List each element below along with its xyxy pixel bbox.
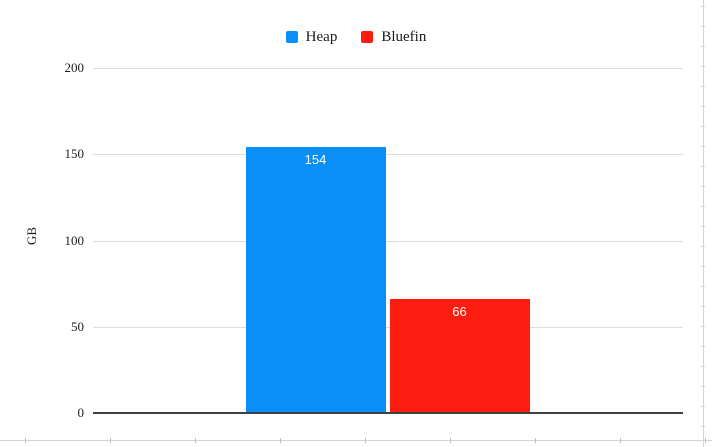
gridline-150 — [93, 154, 683, 156]
y-axis-title: GB — [24, 226, 39, 246]
legend-item-bluefin[interactable]: Bluefin — [361, 29, 426, 45]
bar-bluefin[interactable] — [389, 299, 530, 413]
sheet-row-tick — [701, 146, 705, 147]
sheet-row-tick — [701, 306, 705, 307]
sheet-column-tick — [705, 438, 706, 443]
sheet-column-tick — [280, 438, 281, 443]
sheet-column-tick — [25, 438, 26, 443]
y-tick-label-200: 200 — [64, 60, 85, 75]
sheet-column-tick — [365, 438, 366, 443]
sheet-row-tick — [701, 286, 705, 287]
sheet-row-tick — [701, 166, 705, 167]
sheet-row-tick — [701, 406, 705, 407]
sheet-column-tick — [620, 438, 621, 443]
sheet-row-tick — [701, 426, 705, 427]
sheet-row-tick — [701, 266, 705, 267]
sheet-row-tick — [701, 386, 705, 387]
legend-label-heap: Heap — [305, 29, 338, 45]
y-tick-label-100: 100 — [64, 232, 85, 248]
sheet-column-tick — [450, 438, 451, 443]
y-tick-label-0: 0 — [77, 405, 85, 420]
sheet-row-tick — [701, 366, 705, 367]
sheet-row-tick — [701, 86, 705, 87]
bar-value-label-heap: 154 — [304, 152, 327, 168]
x-axis-baseline — [93, 412, 683, 414]
sheet-edge-bottom-line — [0, 440, 712, 441]
sheet-column-tick — [110, 438, 111, 443]
sheet-row-tick — [701, 66, 705, 67]
sheet-column-tick — [195, 438, 196, 443]
sheet-row-tick — [701, 126, 705, 127]
y-tick-label-50: 50 — [71, 318, 84, 334]
chart-legend: Heap Bluefin — [0, 29, 712, 45]
sheet-row-tick — [701, 46, 705, 47]
sheet-row-tick — [701, 346, 705, 347]
sheet-row-tick — [701, 206, 705, 207]
sheet-row-tick — [701, 6, 705, 7]
sheet-edge-right-line — [703, 0, 704, 447]
sheet-row-tick — [701, 246, 705, 247]
sheet-row-tick — [701, 106, 705, 107]
bar-value-label-bluefin: 66 — [452, 304, 467, 320]
sheet-row-tick — [701, 226, 705, 227]
gridline-100 — [93, 240, 683, 242]
heap-series-swatch-icon — [285, 31, 298, 43]
legend-item-heap[interactable]: Heap — [285, 29, 338, 45]
sheet-row-tick — [701, 326, 705, 327]
sheet-column-tick — [535, 438, 536, 443]
legend-label-bluefin: Bluefin — [381, 29, 427, 45]
y-tick-label-150: 150 — [64, 146, 85, 162]
gridline-50 — [93, 326, 683, 328]
bar-heap[interactable] — [245, 147, 386, 413]
bluefin-series-swatch-icon — [361, 31, 374, 43]
sheet-row-tick — [701, 26, 705, 27]
sheet-row-tick — [701, 186, 705, 187]
gridline-200 — [93, 68, 683, 69]
